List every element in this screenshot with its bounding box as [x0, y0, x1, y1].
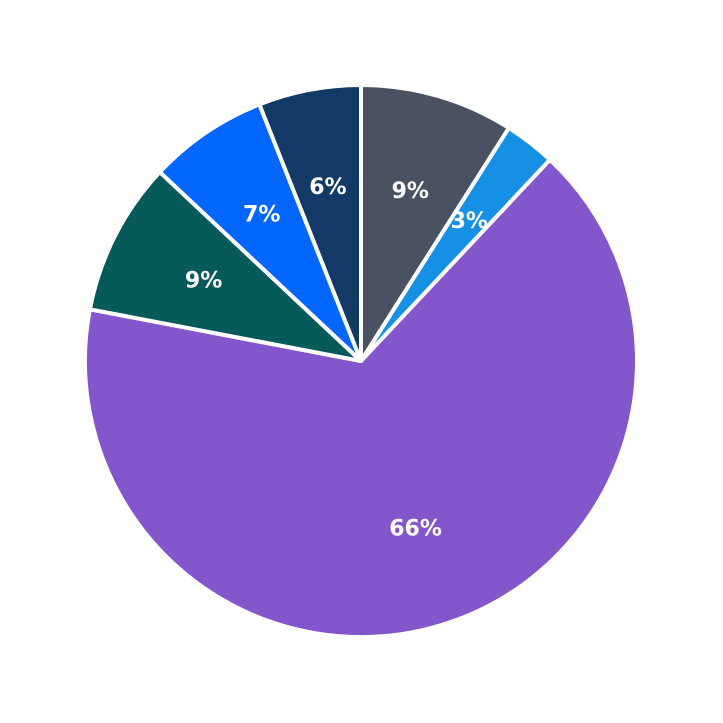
pie-slice-label-3: 9%: [185, 268, 222, 293]
pie-slice-label-0: 9%: [392, 179, 429, 204]
pie-slices: [83, 83, 639, 639]
pie-slice-label-1: 3%: [451, 209, 488, 234]
pie-slice-2: [83, 157, 639, 639]
pie-slice-label-5: 6%: [309, 175, 346, 200]
pie-slice-label-4: 7%: [243, 202, 280, 227]
pie-labels: 9% 3% 66% 9% 7% 6%: [185, 175, 488, 542]
pie-slice-4: [157, 102, 363, 363]
pie-slice-label-2: 66%: [389, 516, 442, 541]
pie-slice-3: [87, 170, 363, 363]
pie-slice-0: [359, 83, 511, 363]
pie-slice-5: [257, 83, 363, 363]
